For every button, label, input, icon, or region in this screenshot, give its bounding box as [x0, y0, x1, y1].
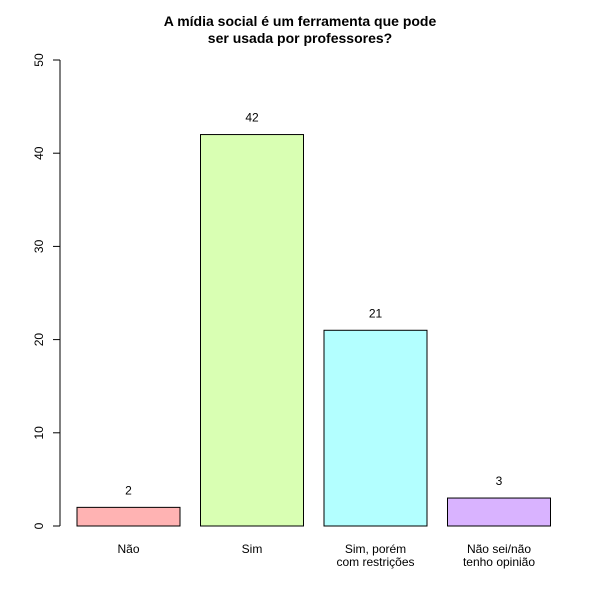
category-label: Não	[117, 542, 139, 556]
chart-title-line: A mídia social é um ferramenta que pode	[164, 13, 437, 29]
y-tick-label: 50	[32, 53, 46, 67]
data-label: 42	[245, 111, 259, 125]
chart-title: A mídia social é um ferramenta que podes…	[164, 13, 437, 46]
y-tick-label: 0	[32, 522, 46, 529]
data-labels: 2 42 21 3	[125, 111, 503, 498]
bar	[323, 329, 428, 527]
y-tick-label: 30	[32, 239, 46, 253]
bar	[200, 134, 304, 527]
y-tick-label: 10	[32, 426, 46, 440]
y-axis: 0 10 20 30 40 50	[32, 53, 61, 529]
category-label: tenho opinião	[463, 555, 535, 569]
data-label: 3	[496, 474, 503, 488]
category-label: Não sei/não	[467, 542, 531, 556]
data-label: 2	[125, 483, 132, 497]
y-tick-label: 40	[32, 146, 46, 160]
data-label: 21	[369, 306, 383, 320]
bar	[447, 497, 551, 527]
category-label: Sim	[242, 542, 263, 556]
chart-title-line: ser usada por professores?	[208, 30, 392, 46]
bars	[76, 134, 551, 527]
category-label: com restrições	[336, 555, 414, 569]
category-label: Sim, porém	[345, 542, 406, 556]
y-tick-label: 20	[32, 333, 46, 347]
bar	[76, 506, 181, 527]
